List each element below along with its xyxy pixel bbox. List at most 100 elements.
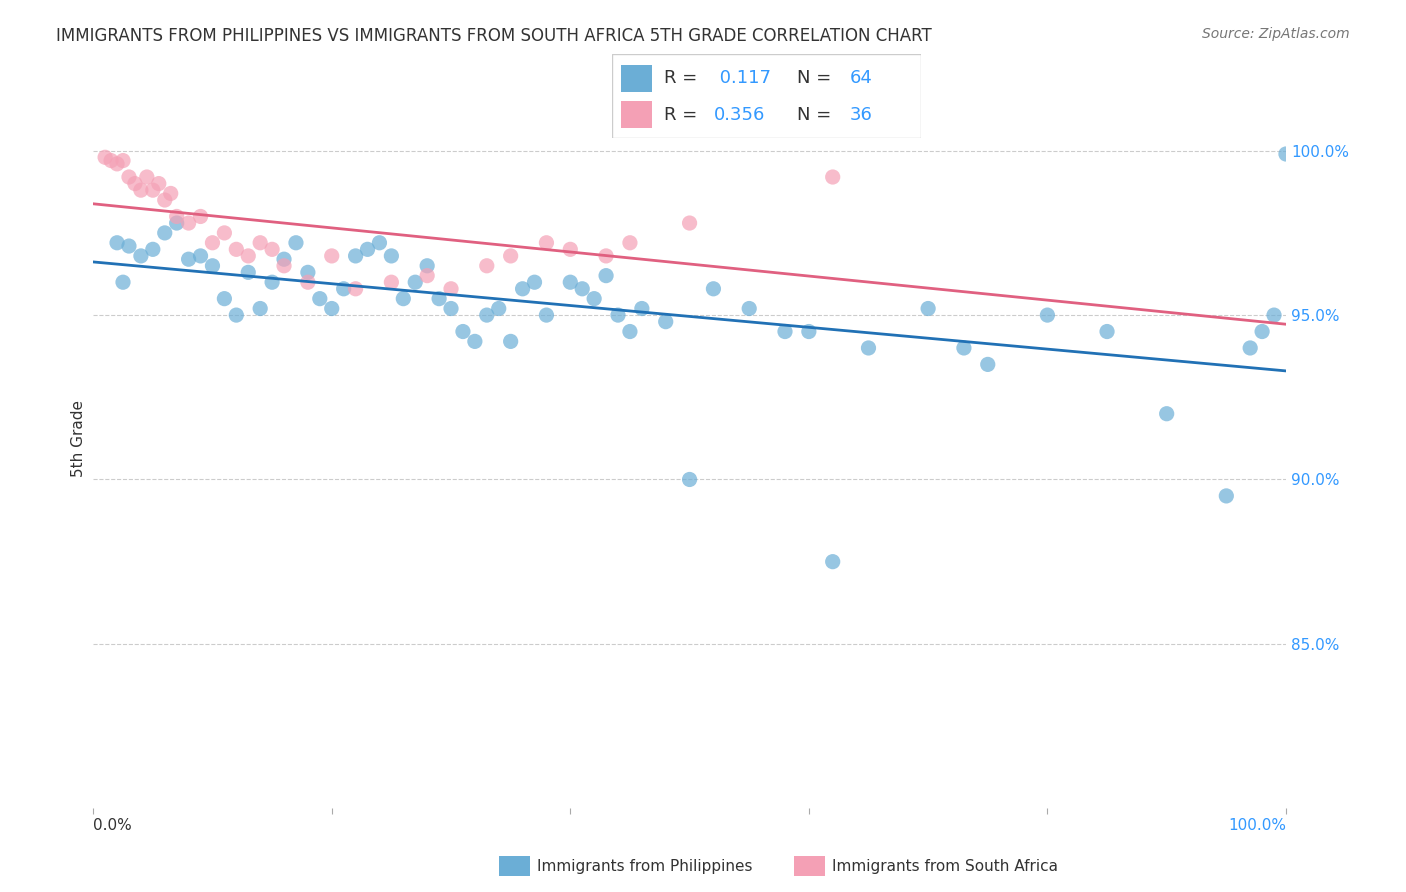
Point — [560, 243, 582, 257]
Point — [560, 275, 582, 289]
Point — [523, 275, 546, 289]
Point — [797, 325, 820, 339]
Point — [404, 275, 426, 289]
Point — [821, 555, 844, 569]
Point — [321, 249, 343, 263]
Point — [238, 249, 260, 263]
Text: 0.0%: 0.0% — [93, 818, 132, 833]
Point — [177, 252, 200, 267]
Text: 36: 36 — [849, 105, 873, 123]
Point — [631, 301, 654, 316]
Point — [773, 325, 796, 339]
Text: Immigrants from South Africa: Immigrants from South Africa — [832, 859, 1059, 873]
Text: 64: 64 — [849, 69, 873, 87]
Point — [249, 301, 271, 316]
Point — [225, 308, 247, 322]
Point — [1095, 325, 1118, 339]
Point — [499, 334, 522, 349]
Text: Immigrants from Philippines: Immigrants from Philippines — [537, 859, 752, 873]
Point — [416, 268, 439, 283]
FancyBboxPatch shape — [612, 54, 921, 138]
Point — [1215, 489, 1237, 503]
Point — [159, 186, 181, 201]
Point — [177, 216, 200, 230]
Text: R =: R = — [664, 105, 703, 123]
Point — [607, 308, 630, 322]
Point — [118, 169, 141, 184]
Point — [571, 282, 593, 296]
Point — [214, 292, 236, 306]
Point — [654, 315, 676, 329]
Point — [201, 259, 224, 273]
Point — [111, 275, 134, 289]
Point — [678, 473, 700, 487]
Point — [953, 341, 976, 355]
Point — [1263, 308, 1285, 322]
Point — [416, 259, 439, 273]
Point — [583, 292, 606, 306]
Text: R =: R = — [664, 69, 703, 87]
Point — [1251, 325, 1274, 339]
Point — [105, 157, 128, 171]
Point — [917, 301, 939, 316]
Point — [249, 235, 271, 250]
Point — [356, 243, 378, 257]
Point — [111, 153, 134, 168]
Point — [1239, 341, 1261, 355]
Point — [536, 235, 558, 250]
Point — [166, 216, 188, 230]
Text: 100.0%: 100.0% — [1227, 818, 1286, 833]
Point — [392, 292, 415, 306]
Point — [153, 226, 176, 240]
Point — [475, 308, 498, 322]
Point — [238, 265, 260, 279]
Point — [284, 235, 307, 250]
Point — [225, 243, 247, 257]
Point — [678, 216, 700, 230]
Point — [1275, 147, 1298, 161]
Text: 0.117: 0.117 — [714, 69, 770, 87]
Y-axis label: 5th Grade: 5th Grade — [72, 400, 86, 477]
Point — [595, 249, 617, 263]
Text: IMMIGRANTS FROM PHILIPPINES VS IMMIGRANTS FROM SOUTH AFRICA 5TH GRADE CORRELATIO: IMMIGRANTS FROM PHILIPPINES VS IMMIGRANT… — [56, 27, 932, 45]
Point — [273, 252, 295, 267]
Point — [166, 210, 188, 224]
Text: 0.356: 0.356 — [714, 105, 765, 123]
Point — [297, 275, 319, 289]
Bar — [621, 101, 652, 128]
Point — [129, 249, 152, 263]
Point — [100, 153, 122, 168]
Point — [1156, 407, 1178, 421]
Point — [440, 282, 463, 296]
Point — [475, 259, 498, 273]
Point — [308, 292, 330, 306]
Point — [332, 282, 354, 296]
Text: N =: N = — [797, 105, 837, 123]
Point — [153, 193, 176, 207]
Point — [344, 282, 367, 296]
Point — [536, 308, 558, 322]
Point — [440, 301, 463, 316]
Point — [262, 275, 284, 289]
Point — [190, 210, 212, 224]
Point — [702, 282, 724, 296]
Point — [94, 150, 117, 164]
Text: N =: N = — [797, 69, 837, 87]
Point — [488, 301, 510, 316]
Point — [297, 265, 319, 279]
Point — [619, 325, 641, 339]
Bar — [621, 64, 652, 92]
Point — [129, 183, 152, 197]
Point — [368, 235, 391, 250]
Point — [148, 177, 170, 191]
Point — [262, 243, 284, 257]
Point — [595, 268, 617, 283]
Point — [451, 325, 474, 339]
Point — [858, 341, 880, 355]
Point — [344, 249, 367, 263]
Point — [105, 235, 128, 250]
Point — [190, 249, 212, 263]
Point — [118, 239, 141, 253]
Text: Source: ZipAtlas.com: Source: ZipAtlas.com — [1202, 27, 1350, 41]
Point — [273, 259, 295, 273]
